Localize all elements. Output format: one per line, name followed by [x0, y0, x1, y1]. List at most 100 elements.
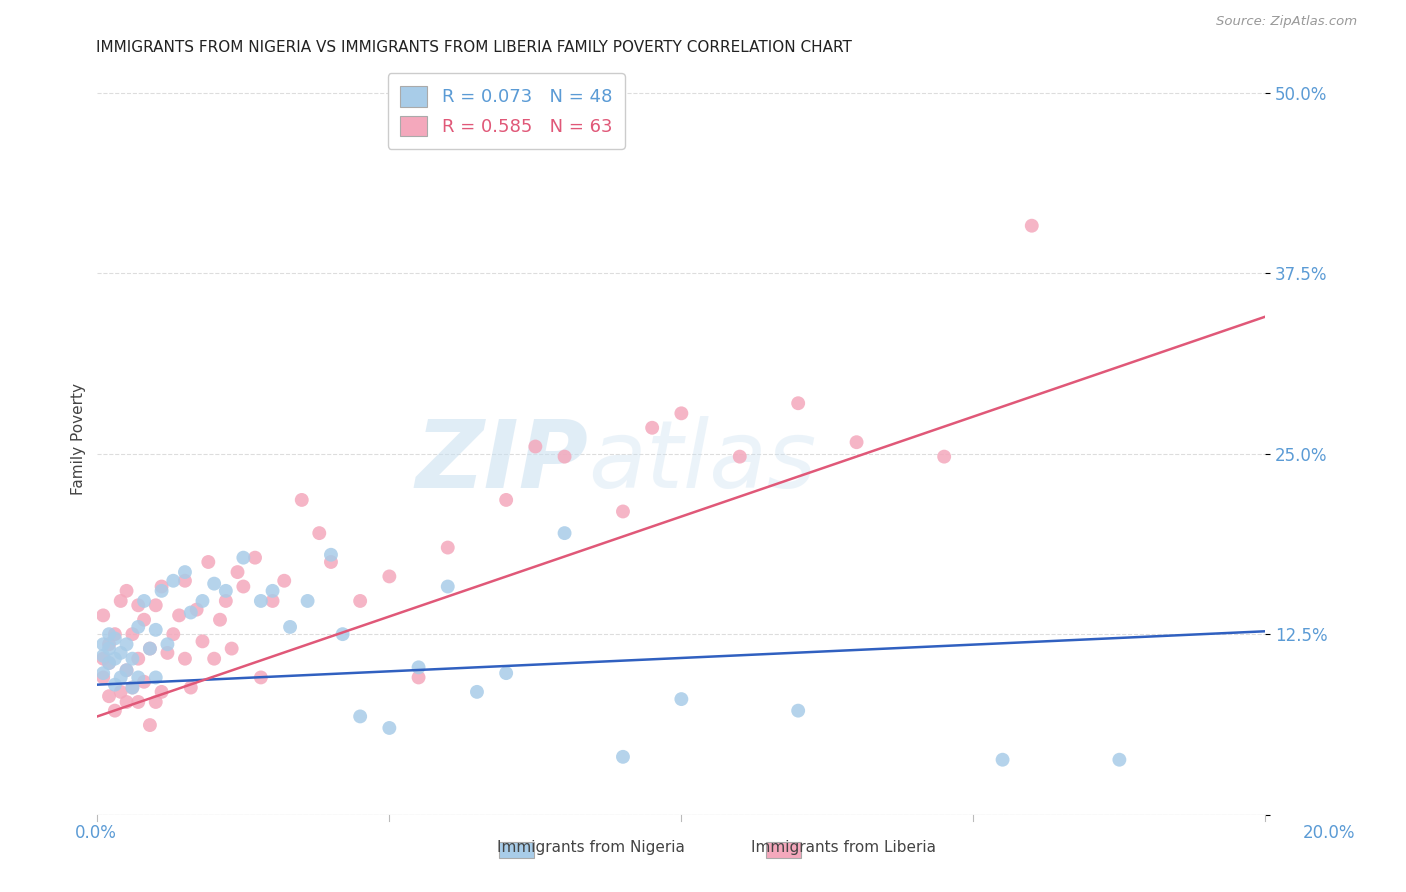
Point — [465, 685, 488, 699]
Point — [297, 594, 319, 608]
Point — [612, 504, 634, 518]
Point — [121, 681, 143, 695]
Point — [104, 651, 127, 665]
Point — [110, 685, 132, 699]
Point — [991, 753, 1014, 767]
Point — [98, 637, 121, 651]
Point — [91, 666, 114, 681]
Point — [156, 646, 179, 660]
Point — [98, 641, 121, 656]
Point — [104, 632, 127, 646]
Point — [332, 627, 354, 641]
Point — [104, 704, 127, 718]
Point — [156, 637, 179, 651]
Point — [104, 627, 127, 641]
Point — [319, 555, 342, 569]
Point — [127, 695, 149, 709]
Point — [554, 526, 576, 541]
Point — [524, 440, 547, 454]
Point — [408, 670, 430, 684]
Point — [787, 396, 810, 410]
Point — [145, 599, 167, 613]
Point — [671, 692, 693, 706]
Point — [349, 709, 371, 723]
Point — [150, 580, 173, 594]
Point — [150, 685, 173, 699]
Point — [162, 627, 184, 641]
Text: IMMIGRANTS FROM NIGERIA VS IMMIGRANTS FROM LIBERIA FAMILY POVERTY CORRELATION CH: IMMIGRANTS FROM NIGERIA VS IMMIGRANTS FR… — [96, 40, 852, 55]
Point — [221, 641, 243, 656]
Point — [273, 574, 295, 588]
Point — [115, 583, 138, 598]
Point — [349, 594, 371, 608]
Point — [139, 641, 162, 656]
Point — [104, 678, 127, 692]
Point — [208, 613, 231, 627]
Point — [191, 594, 214, 608]
Point — [250, 594, 273, 608]
Point — [495, 492, 517, 507]
Point — [226, 565, 249, 579]
Point — [308, 526, 330, 541]
Point — [934, 450, 956, 464]
Text: Source: ZipAtlas.com: Source: ZipAtlas.com — [1216, 15, 1357, 28]
Text: atlas: atlas — [588, 417, 815, 508]
Point — [278, 620, 301, 634]
Point — [98, 690, 121, 704]
Point — [243, 550, 266, 565]
Point — [378, 569, 401, 583]
Point — [145, 670, 167, 684]
Point — [98, 656, 121, 670]
Point — [132, 613, 155, 627]
Point — [145, 695, 167, 709]
Point — [291, 492, 314, 507]
Point — [91, 648, 114, 663]
Point — [408, 660, 430, 674]
Point — [91, 637, 114, 651]
Point — [115, 663, 138, 677]
Point — [174, 574, 197, 588]
Point — [121, 627, 143, 641]
Point — [167, 608, 190, 623]
Point — [139, 718, 162, 732]
Point — [232, 580, 254, 594]
Text: Immigrants from Liberia: Immigrants from Liberia — [751, 840, 936, 855]
Point — [127, 651, 149, 665]
Point — [180, 681, 202, 695]
Point — [127, 620, 149, 634]
Point — [436, 541, 458, 555]
Point — [127, 670, 149, 684]
Point — [262, 583, 284, 598]
Point — [174, 565, 197, 579]
Point — [262, 594, 284, 608]
Point — [162, 574, 184, 588]
Point — [121, 651, 143, 665]
Point — [91, 670, 114, 684]
Point — [232, 550, 254, 565]
Point — [180, 606, 202, 620]
Point — [319, 548, 342, 562]
Point — [1021, 219, 1043, 233]
Point — [215, 594, 238, 608]
Point — [787, 704, 810, 718]
Point — [186, 602, 208, 616]
Point — [728, 450, 751, 464]
Point — [139, 641, 162, 656]
Point — [115, 637, 138, 651]
Point — [145, 623, 167, 637]
Point — [612, 749, 634, 764]
Point — [1108, 753, 1130, 767]
Point — [91, 608, 114, 623]
Point — [110, 594, 132, 608]
Point — [127, 599, 149, 613]
Text: 0.0%: 0.0% — [75, 824, 117, 842]
Point — [132, 674, 155, 689]
Point — [202, 576, 225, 591]
Point — [202, 651, 225, 665]
Point — [197, 555, 219, 569]
Point — [436, 580, 458, 594]
Point — [495, 666, 517, 681]
Point — [132, 594, 155, 608]
Point — [250, 670, 273, 684]
Text: 20.0%: 20.0% — [1302, 824, 1355, 842]
